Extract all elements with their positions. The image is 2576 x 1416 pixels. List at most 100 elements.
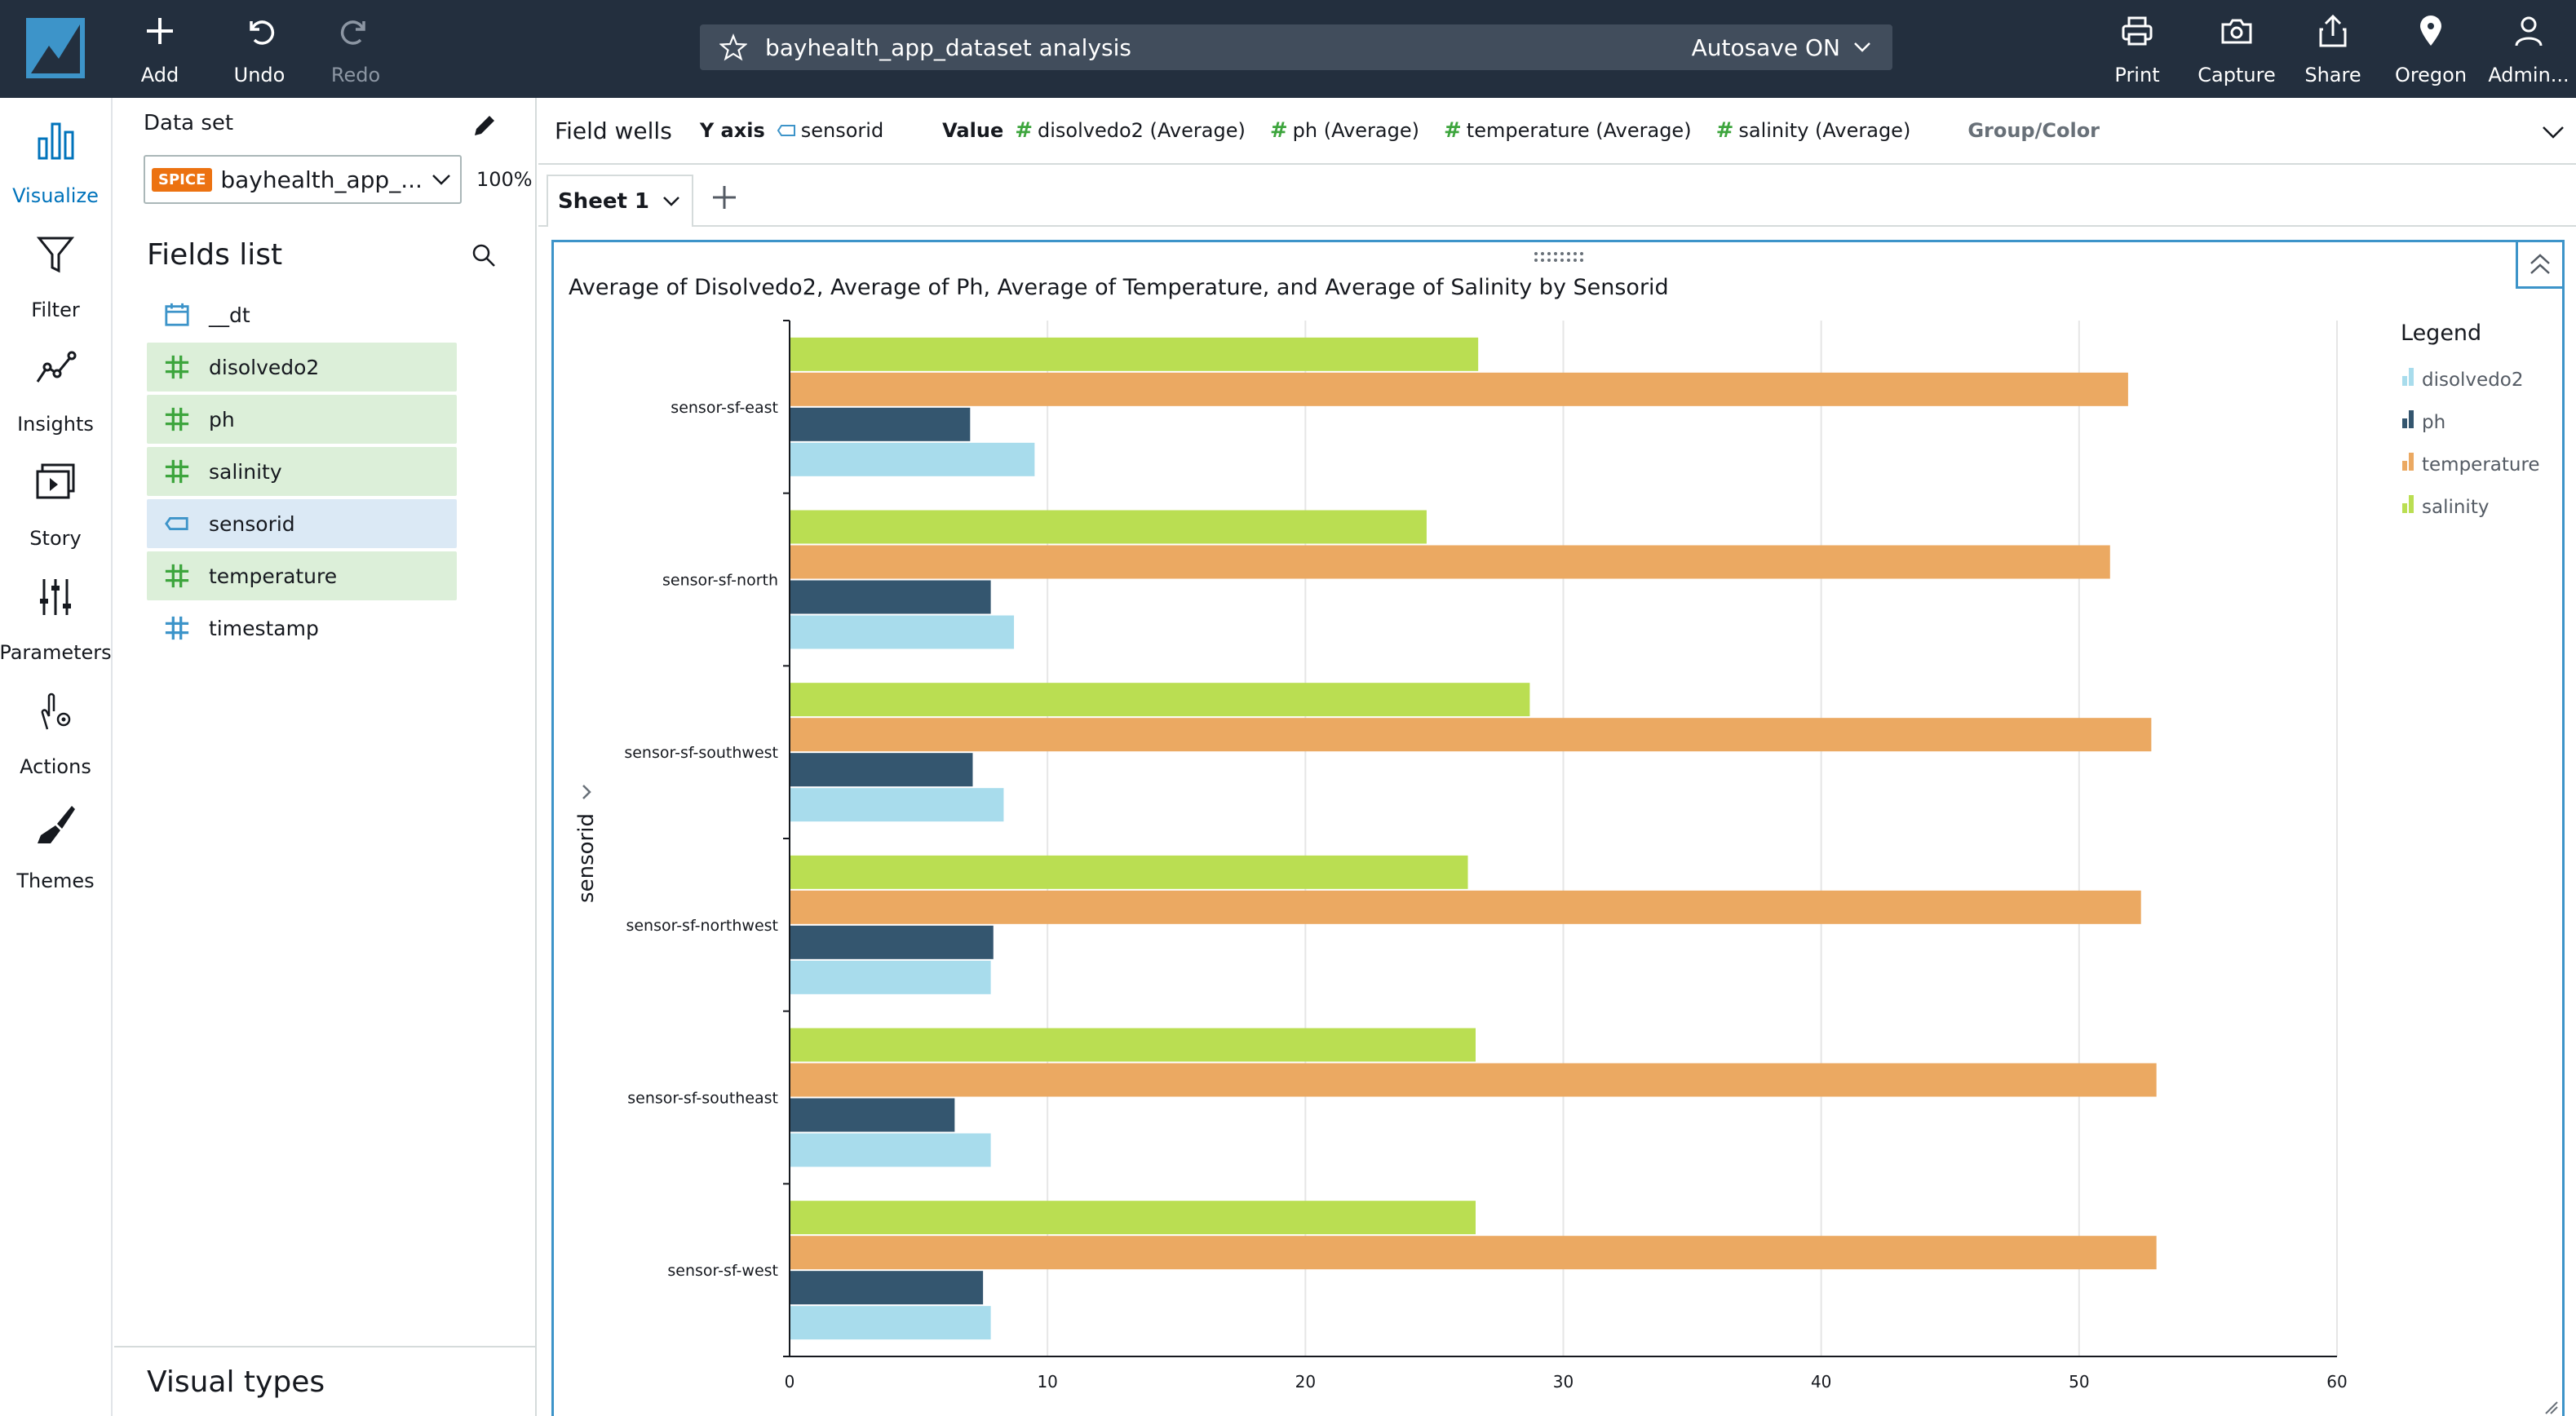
resize-handle-icon	[2545, 1401, 2558, 1414]
bar-salinity	[790, 337, 1479, 371]
rail-label-story: Story	[29, 527, 82, 550]
field-item-salinity[interactable]: salinity	[147, 447, 457, 496]
chevron-right-icon[interactable]	[582, 785, 591, 799]
field-name: sensorid	[209, 511, 295, 536]
bar-temperature	[790, 1236, 2157, 1270]
user-menu-button[interactable]: Admin...	[2486, 13, 2571, 86]
value-well-field[interactable]: # ph (Average)	[1270, 118, 1419, 143]
drag-handle-icon[interactable]	[1533, 250, 1590, 263]
dataset-select[interactable]: SPICE bayhealth_app_...	[144, 155, 462, 204]
add-sheet-icon[interactable]	[708, 181, 741, 214]
value-well-field[interactable]: # salinity (Average)	[1716, 118, 1911, 143]
hash-icon: #	[1015, 118, 1033, 143]
visual-types-header[interactable]: Visual types	[114, 1346, 616, 1416]
field-wells-bar[interactable]: Field wells Y axis sensorid Value # disol…	[538, 98, 2576, 165]
bar-disolvedo2	[790, 788, 1004, 822]
region-button[interactable]: Oregon	[2393, 13, 2468, 86]
bar-temperature	[790, 545, 2110, 579]
value-well-field[interactable]: # disolvedo2 (Average)	[1015, 118, 1246, 143]
rail-item-story[interactable]: Story	[0, 460, 111, 550]
rail-item-actions[interactable]: Actions	[0, 688, 111, 778]
field-item-dt[interactable]: __dt	[147, 290, 457, 339]
bar-salinity	[790, 1201, 1476, 1235]
tab-sheet-1[interactable]: Sheet 1	[547, 175, 693, 227]
value-well-field[interactable]: # temperature (Average)	[1444, 118, 1692, 143]
legend-swatch	[2409, 495, 2414, 513]
x-tick-label: 40	[1811, 1372, 1831, 1392]
add-button[interactable]: Add	[137, 13, 183, 86]
value-field-name: ph (Average)	[1292, 119, 1419, 142]
redo-button[interactable]: Redo	[328, 13, 383, 86]
legend-label: ph	[2422, 412, 2445, 433]
calendar-icon	[165, 303, 189, 326]
rail-item-themes[interactable]: Themes	[0, 803, 111, 892]
rail-label-filter: Filter	[31, 299, 80, 321]
field-item-timestamp[interactable]: timestamp	[147, 604, 457, 653]
undo-button[interactable]: Undo	[230, 13, 289, 86]
field-name: disolvedo2	[209, 355, 320, 379]
bar-chart-icon	[38, 122, 74, 160]
chevron-down-icon	[1854, 42, 1870, 52]
pencil-icon[interactable]	[470, 113, 498, 140]
group-color-well[interactable]: Group/Color	[1967, 119, 2100, 142]
visual-menu-toggle[interactable]	[2516, 240, 2565, 289]
field-wells-label: Field wells	[555, 117, 672, 144]
rail-item-visualize[interactable]: Visualize	[0, 117, 111, 207]
quicksight-logo[interactable]	[26, 18, 85, 78]
field-item-temperature[interactable]: temperature	[147, 551, 457, 600]
capture-button[interactable]: Capture	[2196, 13, 2277, 86]
hash-icon: #	[1269, 118, 1288, 143]
autosave-toggle[interactable]: Autosave ON	[1692, 34, 1873, 61]
legend-label: temperature	[2422, 454, 2540, 476]
y-tick-label: sensor-sf-east	[671, 399, 778, 417]
field-name: ph	[209, 407, 235, 431]
bar-disolvedo2	[790, 1306, 991, 1340]
y-tick-label: sensor-sf-southwest	[624, 744, 778, 762]
value-field-name: salinity (Average)	[1738, 119, 1911, 142]
sheet-tab-label: Sheet 1	[557, 189, 650, 214]
chevron-down-icon[interactable]	[2538, 117, 2568, 147]
y-tick-label: sensor-sf-west	[667, 1262, 778, 1280]
filter-icon	[36, 237, 75, 273]
y-axis-well-field[interactable]: sensorid	[777, 119, 883, 142]
rail-item-insights[interactable]: Insights	[0, 346, 111, 436]
bar-disolvedo2	[790, 615, 1015, 649]
share-button[interactable]: Share	[2300, 13, 2366, 86]
brush-icon	[38, 806, 75, 843]
y-axis-well-label: Y axis	[699, 119, 765, 142]
chevron-down-icon	[432, 175, 450, 185]
x-tick-label: 10	[1037, 1372, 1057, 1392]
analysis-title-bar[interactable]: bayhealth_app_dataset analysis Autosave …	[700, 24, 1892, 70]
bar-ph	[790, 753, 973, 787]
left-navigation-rail: Visualize Filter Insights Story Paramete…	[0, 98, 113, 1416]
camera-icon	[2221, 19, 2252, 44]
chevron-down-icon[interactable]	[661, 191, 682, 212]
value-field-name: temperature (Average)	[1466, 119, 1692, 142]
share-icon	[2319, 14, 2347, 47]
bar-disolvedo2	[790, 442, 1035, 476]
field-item-ph[interactable]: ph	[147, 395, 457, 444]
star-icon[interactable]	[719, 33, 747, 61]
rail-item-parameters[interactable]: Parameters	[0, 574, 112, 664]
undo-icon	[250, 20, 275, 45]
y-axis-field-name: sensorid	[800, 119, 884, 142]
legend-swatch	[2409, 368, 2414, 386]
analysis-title[interactable]: bayhealth_app_dataset analysis	[765, 33, 1131, 61]
x-tick-label: 30	[1553, 1372, 1573, 1392]
double-chevron-up-icon	[2530, 254, 2550, 274]
value-well-label: Value	[942, 119, 1004, 142]
legend-label: salinity	[2422, 497, 2489, 518]
user-icon	[2515, 16, 2543, 46]
printer-icon	[2122, 16, 2153, 46]
search-icon[interactable]	[470, 241, 498, 269]
field-item-disolvedo2[interactable]: disolvedo2	[147, 343, 457, 392]
share-label: Share	[2304, 64, 2361, 86]
print-button[interactable]: Print	[2113, 13, 2162, 86]
field-item-sensorid[interactable]: sensorid	[147, 499, 457, 548]
rail-item-filter[interactable]: Filter	[0, 232, 111, 321]
visual-card[interactable]: Average of Disolvedo2, Average of Ph, Av…	[551, 240, 2565, 1416]
capture-label: Capture	[2198, 64, 2276, 86]
user-label: Admin...	[2488, 64, 2569, 86]
legend-swatch	[2409, 453, 2414, 471]
dimension-tag-icon	[165, 517, 188, 530]
